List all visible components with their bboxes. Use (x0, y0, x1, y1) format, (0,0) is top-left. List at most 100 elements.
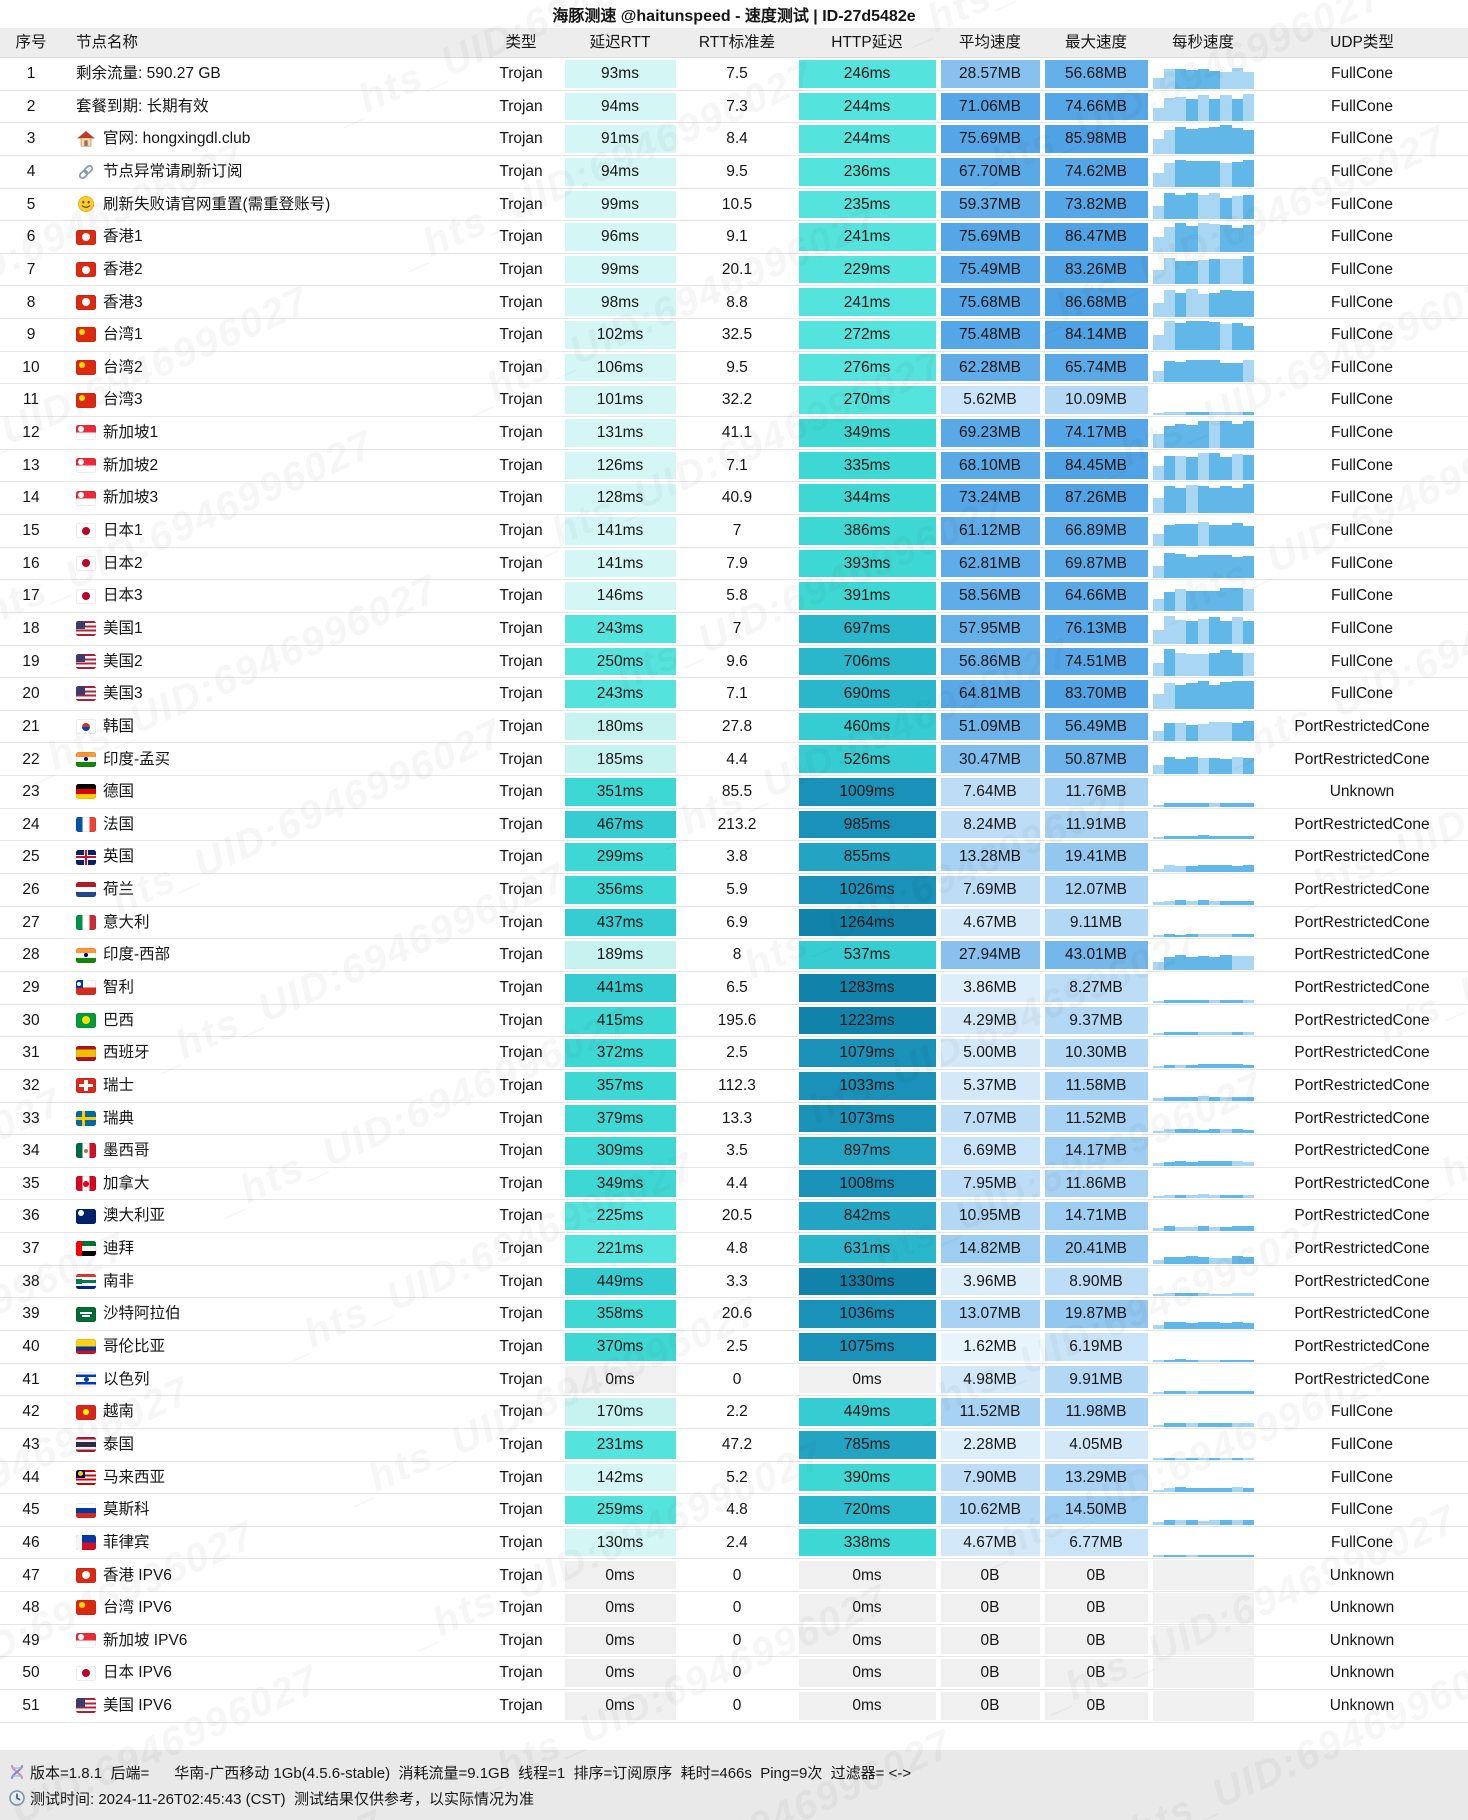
http-latency-cell: 272ms (796, 319, 938, 351)
max-speed-cell: 83.70MB (1042, 678, 1150, 710)
country-flag-icon (76, 914, 96, 930)
avg-speed-cell: 3.86MB (938, 972, 1042, 1004)
table-row: 39 沙特阿拉伯 Trojan 358ms 20.6 1036ms 13.07MB 19.87… (0, 1298, 1468, 1331)
max-speed-cell: 56.49MB (1042, 711, 1150, 743)
avg-speed-cell: 71.06MB (938, 91, 1042, 123)
country-flag-icon (76, 1176, 96, 1192)
table-row: 40 哥伦比亚 Trojan 370ms 2.5 1075ms 1.62MB 6.19MB Po… (0, 1330, 1468, 1364)
node-name: 美国1 (103, 619, 143, 637)
node-type: Trojan (499, 424, 543, 442)
max-speed-cell: 10.09MB (1042, 384, 1150, 416)
udp-type: Unknown (1329, 1697, 1395, 1715)
node-type: Trojan (499, 130, 543, 148)
http-latency-cell: 391ms (796, 580, 938, 612)
row-index: 5 (26, 195, 36, 213)
avg-speed-cell: 10.62MB (938, 1494, 1042, 1526)
per-second-speed-sparkline (1150, 1331, 1256, 1363)
node-name: 新加坡3 (103, 489, 159, 507)
rtt-stddev: 0 (732, 1631, 742, 1649)
avg-speed-cell: 58.56MB (938, 580, 1042, 612)
http-latency-cell: 897ms (796, 1135, 938, 1167)
footer: 版本=1.8.1 后端= 华南-广西移动 1Gb(4.5.6-stable) 消… (0, 1750, 1468, 1820)
column-header: 序号 (15, 33, 47, 51)
udp-type: FullCone (1330, 1501, 1394, 1519)
node-name-cell: 意大利 (62, 907, 480, 939)
udp-type: PortRestrictedCone (1294, 1272, 1430, 1290)
rtt-stddev: 6.9 (726, 913, 748, 931)
http-latency-cell: 0ms (796, 1690, 938, 1722)
node-type: Trojan (499, 326, 543, 344)
table-row: 21 韩国 Trojan 180ms 27.8 460ms 51.09MB 56.49MB Po… (0, 710, 1468, 744)
avg-speed-cell: 0B (938, 1625, 1042, 1657)
rtt-cell: 259ms (562, 1494, 678, 1526)
node-name-cell: 台湾1 (62, 319, 480, 351)
udp-type: PortRestrictedCone (1294, 848, 1430, 866)
table-row: 11 台湾3 Trojan 101ms 32.2 270ms 5.62MB 10.09MB Fu… (0, 384, 1468, 418)
rtt-cell: 357ms (562, 1070, 678, 1102)
node-name-cell: 泰国 (62, 1429, 480, 1461)
table-row: 36 澳大利亚 Trojan 225ms 20.5 842ms 10.95MB 14.71MB… (0, 1200, 1468, 1234)
rtt-stddev: 7.3 (726, 97, 748, 115)
avg-speed-cell: 64.81MB (938, 678, 1042, 710)
node-name-cell: 官网: hongxingdl.club (62, 123, 480, 155)
per-second-speed-sparkline (1150, 123, 1256, 155)
table-row: 26 荷兰 Trojan 356ms 5.9 1026ms 7.69MB 12.07MB Por… (0, 874, 1468, 907)
rtt-stddev: 7.1 (726, 685, 748, 703)
http-latency-cell: 706ms (796, 646, 938, 678)
node-name: 日本1 (103, 522, 143, 540)
row-index: 36 (22, 1207, 40, 1225)
max-speed-cell: 9.37MB (1042, 1005, 1150, 1037)
rtt-stddev: 41.1 (721, 424, 753, 442)
rtt-stddev: 8.8 (726, 293, 748, 311)
node-name: 香港 IPV6 (103, 1566, 172, 1584)
table-row: 44 马来西亚 Trojan 142ms 5.2 390ms 7.90MB 13.29MB Fu… (0, 1461, 1468, 1495)
table-row: 1 剩余流量: 590.27 GB Trojan 93ms 7.5 246ms 28.57M… (0, 58, 1468, 91)
per-second-speed-sparkline (1150, 1625, 1256, 1657)
rtt-stddev: 195.6 (717, 1011, 757, 1029)
row-index: 12 (22, 424, 40, 442)
table-row: 30 巴西 Trojan 415ms 195.6 1223ms 4.29MB 9.37MB Po… (0, 1004, 1468, 1038)
rtt-stddev: 9.6 (726, 652, 748, 670)
http-latency-cell: 244ms (796, 91, 938, 123)
udp-type: FullCone (1330, 685, 1394, 703)
table-row: 13 新加坡2 Trojan 126ms 7.1 335ms 68.10MB 84.45MB F… (0, 449, 1468, 483)
column-header: 节点名称 (76, 33, 139, 51)
clock-icon (8, 1789, 26, 1807)
table-row: 28 印度-西部 Trojan 189ms 8 537ms 27.94MB 43.01MB Po… (0, 939, 1468, 972)
max-speed-cell: 0B (1042, 1657, 1150, 1689)
node-name-cell: 套餐到期: 长期有效 (62, 91, 480, 123)
rtt-stddev: 7 (732, 619, 742, 637)
rtt-cell: 467ms (562, 809, 678, 841)
http-latency-cell: 855ms (796, 841, 938, 873)
avg-speed-cell: 13.07MB (938, 1298, 1042, 1330)
rtt-stddev: 2.2 (726, 1403, 748, 1421)
http-latency-cell: 344ms (796, 482, 938, 514)
country-flag-icon (76, 425, 96, 441)
node-type: Trojan (499, 946, 543, 964)
udp-type: FullCone (1330, 587, 1394, 605)
house-icon (76, 129, 96, 149)
column-header: 类型 (505, 33, 537, 51)
node-type: Trojan (499, 1109, 543, 1127)
per-second-speed-sparkline (1150, 384, 1256, 416)
per-second-speed-sparkline (1150, 1070, 1256, 1102)
avg-speed-cell: 0B (938, 1592, 1042, 1624)
per-second-speed-sparkline (1150, 1168, 1256, 1200)
rtt-cell: 142ms (562, 1462, 678, 1494)
rtt-cell: 96ms (562, 221, 678, 253)
rtt-cell: 250ms (562, 646, 678, 678)
max-speed-cell: 10.30MB (1042, 1037, 1150, 1069)
row-index: 2 (26, 97, 36, 115)
country-flag-icon (76, 1535, 96, 1551)
node-name-cell: 印度-孟买 (62, 743, 480, 775)
udp-type: PortRestrictedCone (1294, 750, 1430, 768)
node-type: Trojan (499, 1533, 543, 1551)
node-name: 荷兰 (103, 881, 135, 899)
max-speed-cell: 11.58MB (1042, 1070, 1150, 1102)
row-index: 14 (22, 489, 40, 507)
node-name: 菲律宾 (103, 1533, 150, 1551)
node-name-cell: 法国 (62, 809, 480, 841)
speedtest-table-body: 1 剩余流量: 590.27 GB Trojan 93ms 7.5 246ms 28.57M… (0, 58, 1468, 1723)
country-flag-icon (76, 392, 96, 408)
avg-speed-cell: 2.28MB (938, 1429, 1042, 1461)
